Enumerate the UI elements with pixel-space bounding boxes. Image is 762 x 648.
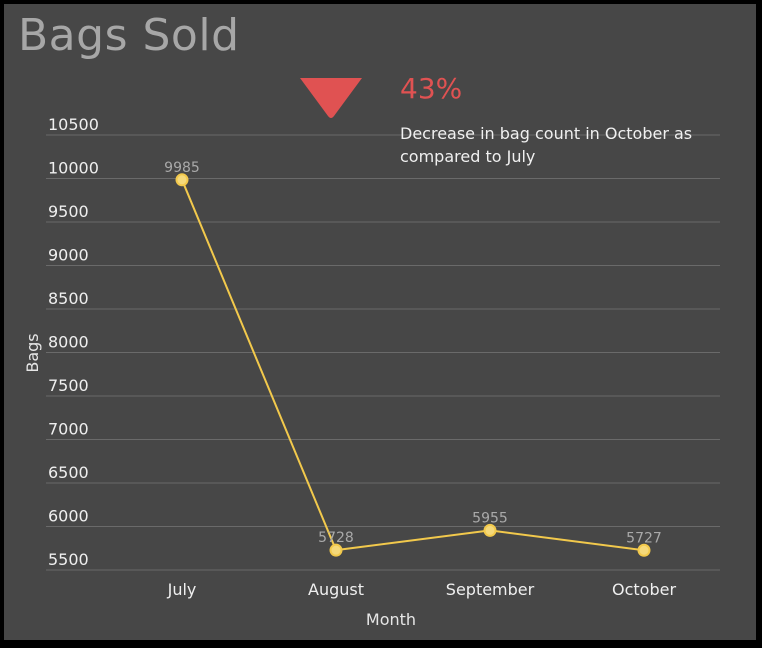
chart-title: Bags Sold [18, 10, 240, 61]
y-tick-label: 6500 [48, 463, 89, 482]
chart-card: Bags Sold 5500 6000 6500 7000 7500 8000 8500 90… [4, 4, 756, 640]
y-tick-label: 10500 [48, 115, 99, 134]
data-point[interactable] [175, 173, 189, 187]
y-tick-label: 5500 [48, 550, 89, 569]
down-triangle-icon [300, 78, 362, 118]
series-line [181, 179, 645, 552]
data-point[interactable] [329, 543, 343, 557]
x-tick-label: July [167, 580, 197, 599]
data-label: 9985 [164, 160, 200, 176]
y-tick-label: 8000 [48, 333, 89, 352]
x-axis-label: Month [366, 610, 416, 629]
x-tick-label: October [612, 580, 676, 599]
y-tick-label: 9500 [48, 202, 89, 221]
y-tick-label: 7500 [48, 376, 89, 395]
line-chart: 5500 6000 6500 7000 7500 8000 8500 9000 9500 1000… [23, 115, 720, 629]
kpi-description: Decrease in bag count in October as comp… [400, 124, 693, 166]
data-label: 5955 [472, 510, 508, 526]
y-tick-label: 7000 [48, 420, 89, 439]
y-tick-label: 9000 [48, 246, 89, 265]
data-point[interactable] [483, 523, 497, 537]
data-label: 5727 [626, 530, 662, 546]
y-tick-label: 6000 [48, 507, 89, 526]
x-tick-label: August [308, 580, 364, 599]
data-label: 5728 [318, 530, 354, 546]
y-tick-label: 10000 [48, 159, 99, 178]
x-tick-label: September [446, 580, 535, 599]
data-point[interactable] [637, 543, 651, 557]
kpi-percent-value: 43% [400, 72, 463, 105]
y-tick-label: 8500 [48, 289, 89, 308]
y-axis-label: Bags [23, 333, 42, 372]
